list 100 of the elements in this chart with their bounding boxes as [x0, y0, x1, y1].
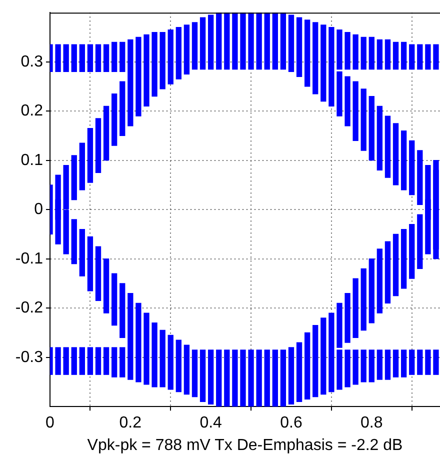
bar	[433, 350, 439, 375]
bar	[272, 12, 278, 70]
bar	[240, 350, 246, 407]
bar	[360, 350, 366, 382]
bar	[79, 44, 85, 72]
y-tick-label: -0.2	[15, 300, 44, 317]
bar	[352, 278, 358, 338]
bar	[71, 44, 77, 72]
y-tick-label: 0.1	[20, 152, 44, 169]
bar	[95, 118, 102, 173]
bar	[320, 24, 326, 102]
bar	[368, 36, 374, 70]
bar	[128, 39, 134, 126]
bar	[400, 228, 407, 289]
bar	[79, 347, 85, 375]
bar	[425, 44, 431, 70]
bar	[112, 42, 118, 72]
bar	[280, 12, 286, 70]
bar	[240, 12, 246, 70]
bar	[160, 330, 166, 388]
bar	[232, 12, 238, 70]
bar	[224, 12, 230, 70]
bar	[184, 24, 190, 74]
bar	[120, 283, 126, 338]
bar	[344, 32, 350, 70]
bar	[71, 219, 77, 264]
bar	[144, 312, 150, 385]
bar	[248, 12, 254, 70]
bar	[368, 258, 374, 324]
bar	[192, 350, 198, 398]
bar	[224, 350, 230, 407]
x-tick-label: 0.8	[360, 414, 383, 432]
bar	[144, 34, 150, 107]
y-tick-label: -0.1	[15, 250, 44, 268]
bar	[200, 350, 206, 402]
bar	[87, 236, 94, 292]
bar	[360, 268, 366, 331]
bar	[409, 140, 415, 196]
bar	[112, 94, 118, 146]
bar	[264, 12, 270, 70]
bar	[168, 334, 174, 390]
bar	[87, 44, 94, 72]
bar	[336, 71, 342, 116]
bar	[71, 347, 77, 375]
bar	[417, 350, 423, 375]
bar	[176, 27, 182, 80]
bar	[208, 350, 214, 404]
bar	[384, 350, 391, 380]
bar	[360, 36, 366, 70]
bar	[392, 42, 399, 70]
bar	[103, 258, 110, 314]
bar	[112, 273, 118, 326]
bar	[320, 318, 326, 395]
bar	[376, 350, 383, 380]
bar	[376, 248, 383, 314]
bar	[200, 17, 206, 70]
bar	[63, 347, 69, 375]
bar	[176, 340, 182, 392]
y-tick-label: 0	[34, 201, 44, 218]
bar	[256, 350, 262, 407]
bar	[55, 347, 61, 375]
bar	[392, 123, 399, 186]
bar	[87, 347, 94, 375]
bar	[384, 241, 391, 304]
bar	[296, 342, 302, 402]
y-tick-label: 0.2	[20, 102, 44, 120]
bar	[120, 81, 126, 136]
bar	[87, 128, 94, 183]
bar	[79, 142, 85, 190]
bar	[152, 322, 158, 388]
bar	[120, 347, 126, 378]
bar	[256, 12, 262, 70]
bar	[288, 347, 294, 404]
bar	[232, 350, 238, 407]
bar	[352, 350, 358, 385]
bar	[417, 44, 423, 70]
bar	[160, 32, 166, 90]
bar	[425, 350, 431, 375]
bar	[208, 14, 214, 70]
bar	[128, 292, 134, 380]
bar	[63, 44, 69, 72]
bar	[304, 332, 310, 400]
bar	[103, 106, 110, 161]
bar	[136, 302, 142, 382]
bar	[55, 44, 61, 72]
bar	[184, 344, 190, 395]
bar	[336, 30, 342, 70]
bar	[409, 44, 415, 70]
x-axis-title: Vpk-pk = 788 mV Tx De-Emphasis = -2.2 dB	[87, 436, 403, 454]
bar	[168, 30, 174, 84]
bar	[95, 347, 102, 375]
bar	[272, 350, 278, 407]
bar	[264, 350, 270, 407]
bar	[433, 44, 439, 70]
bar	[216, 350, 222, 407]
bar	[392, 350, 399, 378]
bar	[103, 44, 110, 72]
bar	[384, 116, 391, 178]
y-tick-label: 0.3	[20, 53, 44, 70]
bar	[409, 224, 415, 279]
